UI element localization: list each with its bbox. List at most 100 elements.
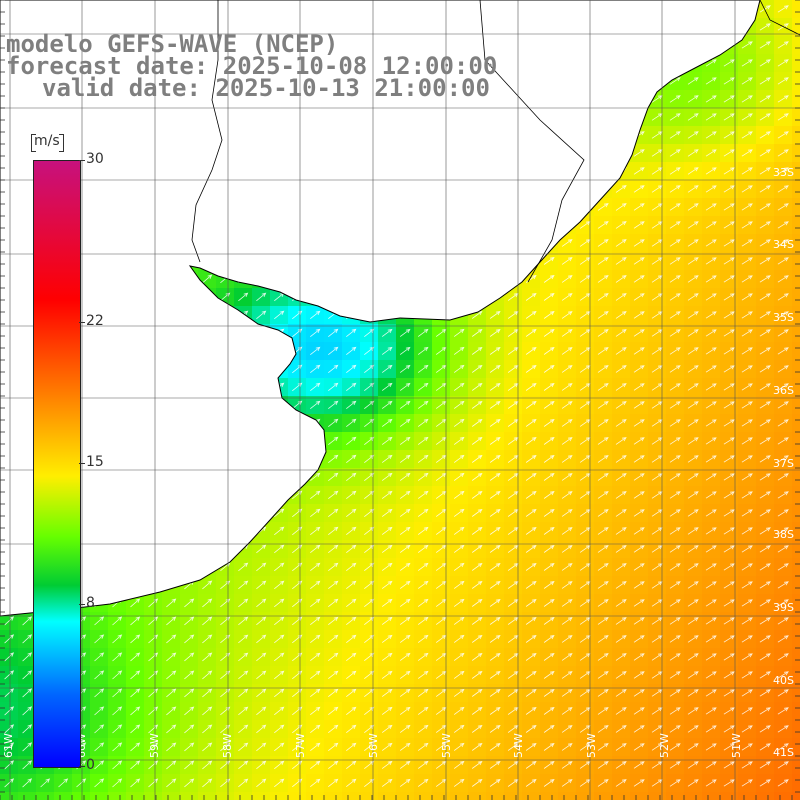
wind-arrow	[705, 149, 717, 157]
wind-arrow	[633, 275, 645, 283]
field-cell	[576, 792, 595, 800]
wind-arrow	[741, 167, 753, 175]
wind-arrow	[202, 274, 213, 284]
wind-arrow	[741, 257, 753, 265]
wind-arrow	[705, 239, 717, 247]
field-cell	[684, 792, 703, 800]
wind-arrow	[723, 257, 735, 265]
wind-arrow	[669, 437, 681, 445]
wind-arrow	[777, 437, 789, 445]
field-cell	[792, 216, 800, 235]
wind-arrow	[669, 401, 681, 409]
wind-arrow	[777, 77, 789, 85]
wind-arrow	[561, 383, 573, 391]
lat-label: 41S	[773, 746, 794, 759]
wind-arrow	[759, 347, 771, 355]
field-cell	[792, 792, 800, 800]
wind-arrow	[310, 328, 321, 338]
wind-arrow	[543, 436, 555, 445]
wind-arrow	[453, 364, 465, 373]
wind-arrow	[741, 383, 753, 391]
lat-label: 36S	[773, 384, 794, 397]
wind-arrow	[741, 77, 753, 85]
wind-arrow	[561, 455, 573, 463]
colorbar-tick-mark	[79, 463, 85, 464]
wind-arrow	[633, 149, 645, 157]
wind-arrow	[777, 23, 789, 31]
wind-arrow	[777, 95, 789, 103]
wind-arrow	[543, 400, 555, 409]
wind-arrow	[525, 400, 537, 409]
field-cell	[792, 486, 800, 505]
wind-arrow	[615, 329, 627, 337]
wind-arrow	[364, 418, 375, 428]
wind-arrow	[489, 418, 501, 427]
wind-arrow	[328, 436, 339, 446]
wind-arrow	[777, 203, 789, 211]
wind-arrow	[633, 365, 645, 373]
wind-arrow	[615, 419, 627, 427]
wind-arrow	[310, 400, 321, 410]
field-cell	[126, 792, 145, 800]
wind-arrow	[615, 383, 627, 391]
wind-arrow	[417, 400, 429, 409]
wind-arrow	[759, 77, 771, 85]
field-cell	[72, 792, 91, 800]
field-cell	[738, 792, 757, 800]
wind-arrow	[238, 292, 249, 302]
wind-arrow	[489, 454, 501, 463]
wind-arrow	[777, 329, 789, 337]
wind-arrow	[615, 221, 627, 229]
wind-arrow	[561, 275, 573, 283]
field-cell	[792, 270, 800, 289]
wind-arrow	[669, 221, 681, 229]
wind-arrow	[597, 329, 609, 337]
lat-label: 40S	[773, 674, 794, 687]
wind-arrow	[777, 365, 789, 373]
lon-label: 51W	[730, 733, 743, 758]
wind-arrow	[723, 239, 735, 247]
field-cell	[792, 90, 800, 109]
wind-arrow	[687, 113, 699, 121]
wind-arrow	[723, 59, 735, 67]
wind-arrow	[777, 455, 789, 463]
wind-arrow	[633, 203, 645, 211]
field-cell	[792, 378, 800, 397]
wind-arrow	[669, 113, 681, 121]
field-cell	[792, 18, 800, 37]
wind-arrow	[723, 167, 735, 175]
colorbar-tick-mark	[79, 160, 85, 161]
wind-arrow	[687, 383, 699, 391]
lon-label: 58W	[221, 733, 234, 758]
field-cell	[666, 792, 685, 800]
lon-label: 56W	[367, 733, 380, 758]
wind-arrow	[759, 257, 771, 265]
wind-arrow	[525, 274, 537, 283]
wind-arrow	[705, 167, 717, 175]
field-cell	[792, 576, 800, 595]
wind-arrow	[615, 203, 627, 211]
wind-arrow	[777, 113, 789, 121]
wind-arrow	[525, 310, 537, 319]
wind-arrow	[615, 275, 627, 283]
wind-arrow	[741, 347, 753, 355]
wind-arrow	[597, 293, 609, 301]
field-cell	[180, 792, 199, 800]
wind-arrow	[687, 329, 699, 337]
wind-arrow	[705, 113, 717, 121]
wind-arrow	[597, 455, 609, 463]
wind-arrow	[417, 382, 429, 391]
wind-arrow	[669, 329, 681, 337]
wind-arrow	[381, 364, 393, 373]
wind-arrow	[471, 310, 483, 319]
wind-arrow	[399, 382, 411, 391]
wind-arrow	[615, 239, 627, 247]
colorbar-tick-mark	[79, 604, 85, 606]
wind-arrow	[561, 311, 573, 319]
wind-arrow	[597, 257, 609, 265]
wind-arrow	[741, 275, 753, 283]
wind-arrow	[759, 293, 771, 301]
wind-arrow	[453, 328, 465, 337]
wind-arrow	[381, 400, 393, 409]
wind-arrow	[615, 365, 627, 373]
